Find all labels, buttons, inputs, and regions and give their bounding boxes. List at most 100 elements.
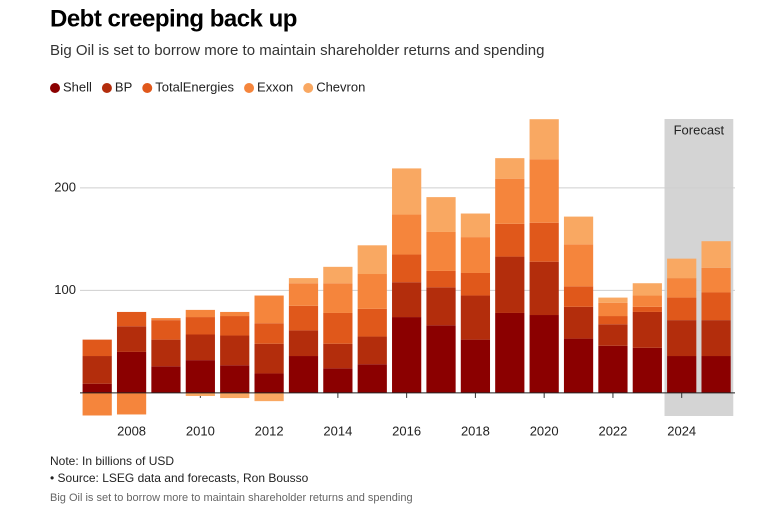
bar-segment bbox=[288, 283, 319, 306]
legend-label: Exxon bbox=[257, 79, 293, 94]
legend-swatch bbox=[101, 83, 112, 93]
bar-segment bbox=[529, 222, 559, 262]
bar-segment bbox=[357, 274, 387, 309]
bar-segment bbox=[151, 339, 181, 367]
bar-segment bbox=[185, 360, 215, 393]
bar-segment bbox=[116, 392, 147, 415]
y-tick-label: 100 bbox=[54, 282, 76, 297]
bar-segment bbox=[323, 266, 353, 284]
chart-subtitle: Big Oil is set to borrow more to maintai… bbox=[50, 42, 544, 59]
bar-segment bbox=[529, 261, 559, 316]
bar-segment bbox=[701, 241, 731, 268]
bar-segment bbox=[151, 320, 181, 340]
bar-segment bbox=[426, 197, 456, 232]
x-tick-label: 2020 bbox=[530, 423, 559, 438]
caption: Big Oil is set to borrow more to maintai… bbox=[50, 492, 413, 504]
bar-segment bbox=[563, 306, 594, 339]
legend-label: Shell bbox=[63, 79, 92, 94]
bar-segment bbox=[632, 347, 662, 393]
bar-segment bbox=[254, 295, 284, 324]
bar-segment bbox=[667, 258, 697, 279]
bar-segment bbox=[254, 343, 284, 374]
x-tick-label: 2012 bbox=[255, 423, 284, 438]
bar-segment bbox=[323, 283, 353, 313]
bar-segment bbox=[82, 392, 112, 416]
bar-segment bbox=[460, 295, 491, 340]
plot-area: Forecast 100 200 2008 2010 2012 2014 2016 2018 20… bbox=[54, 119, 735, 438]
bar-segment bbox=[116, 351, 147, 393]
bar-segment bbox=[357, 364, 387, 393]
bar-segment bbox=[392, 317, 422, 393]
source: • Source: LSEG data and forecasts, Ron B… bbox=[50, 471, 309, 485]
bar-segment bbox=[667, 278, 697, 298]
bar-segment bbox=[82, 339, 112, 357]
x-tick-label: 2014 bbox=[323, 423, 352, 438]
bar-segment bbox=[598, 324, 628, 346]
bar-segment bbox=[185, 309, 215, 318]
bar-segment bbox=[392, 254, 422, 283]
x-tick-label: 2018 bbox=[461, 423, 490, 438]
bar-segment bbox=[392, 168, 422, 215]
bar-segment bbox=[288, 330, 319, 357]
x-tick-label: 2024 bbox=[667, 423, 696, 438]
legend-label: Chevron bbox=[316, 79, 365, 94]
bar-segment bbox=[426, 287, 456, 326]
bar-segment bbox=[357, 245, 387, 275]
x-tick-label: 2010 bbox=[186, 423, 215, 438]
legend-swatch bbox=[142, 83, 153, 93]
bar-segment bbox=[632, 283, 662, 296]
bar-segment bbox=[82, 383, 112, 393]
bar-segment bbox=[701, 292, 731, 321]
bar-segment bbox=[701, 320, 731, 357]
bar-segment bbox=[598, 302, 628, 317]
legend-swatch bbox=[244, 83, 255, 93]
bar-segment bbox=[288, 278, 319, 284]
bar-segment bbox=[460, 237, 491, 273]
bar-segment bbox=[495, 223, 525, 257]
y-tick-label: 200 bbox=[54, 179, 76, 194]
bar-segment bbox=[563, 338, 594, 393]
bar-segment bbox=[288, 356, 319, 393]
bar-segment bbox=[460, 272, 491, 296]
legend-swatch bbox=[303, 83, 314, 93]
bar-segment bbox=[426, 270, 456, 288]
bar-segment bbox=[254, 373, 284, 393]
bar-segment bbox=[563, 286, 594, 307]
bar-segment bbox=[495, 178, 525, 224]
note: Note: In billions of USD bbox=[50, 454, 174, 468]
bar-segment bbox=[220, 311, 250, 317]
bar-segment bbox=[426, 231, 456, 271]
bar-segment bbox=[460, 213, 491, 238]
bar-segment bbox=[598, 345, 628, 393]
bar-segment bbox=[495, 256, 525, 313]
bar-segment bbox=[529, 315, 559, 393]
x-tick-label: 2016 bbox=[392, 423, 421, 438]
legend-swatch bbox=[50, 83, 60, 93]
chart-title: Debt creeping back up bbox=[50, 5, 297, 32]
bar-segment bbox=[185, 317, 215, 335]
bar-segment bbox=[667, 297, 697, 321]
forecast-label: Forecast bbox=[674, 122, 725, 137]
bar-segment bbox=[667, 320, 697, 357]
bar-segment bbox=[598, 316, 628, 325]
bar-segment bbox=[116, 311, 147, 327]
bar-segment bbox=[82, 356, 112, 384]
bar-segment bbox=[632, 306, 662, 312]
legend-label: TotalEnergies bbox=[155, 79, 234, 94]
bar-segment bbox=[185, 392, 215, 397]
bar-segment bbox=[495, 312, 525, 393]
bar-segment bbox=[529, 119, 559, 160]
bar-segment bbox=[392, 282, 422, 318]
bar-segment bbox=[632, 295, 662, 307]
x-tick-label: 2022 bbox=[598, 423, 627, 438]
bar-segment bbox=[632, 311, 662, 348]
bar-segment bbox=[563, 244, 594, 287]
bar-segment bbox=[220, 316, 250, 336]
bar-segment bbox=[460, 339, 491, 393]
bar-segment bbox=[254, 392, 284, 402]
bar-segment bbox=[357, 336, 387, 365]
bar-segment bbox=[185, 334, 215, 361]
bar-segment bbox=[151, 318, 181, 321]
bar-segment bbox=[598, 297, 628, 303]
